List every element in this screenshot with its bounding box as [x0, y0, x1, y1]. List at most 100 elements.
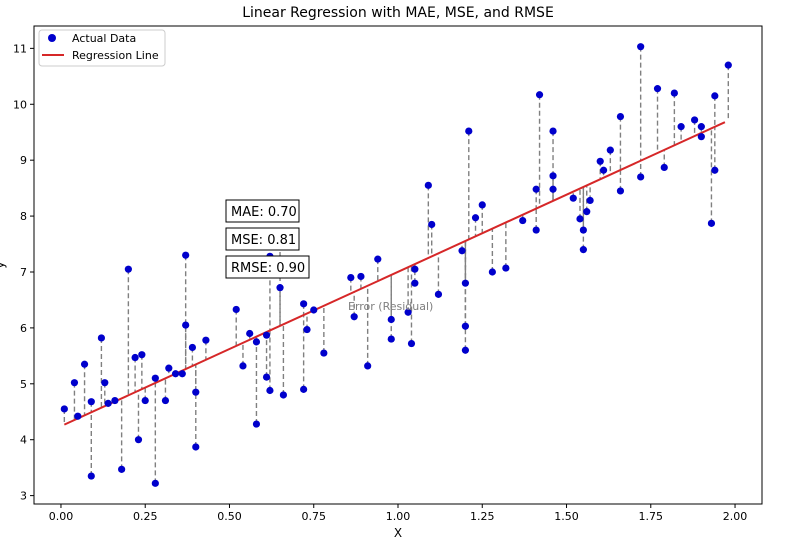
data-point	[670, 89, 678, 97]
metrics-boxes: MAE: 0.70 MSE: 0.81 RMSE: 0.90	[225, 199, 310, 279]
data-point	[637, 173, 645, 181]
data-point	[660, 163, 668, 172]
data-point	[576, 215, 584, 223]
x-tick-label: 0.75	[301, 510, 326, 523]
data-point	[141, 396, 149, 405]
data-point	[131, 353, 139, 362]
y-tick-label: 11	[13, 42, 27, 55]
data-point	[465, 127, 473, 135]
data-point	[188, 343, 197, 352]
data-point	[579, 226, 587, 234]
data-point	[697, 123, 705, 131]
chart-title: Linear Regression with MAE, MSE, and RMS…	[242, 5, 554, 21]
data-point	[387, 315, 395, 324]
data-point	[178, 370, 186, 378]
data-point	[252, 338, 261, 346]
data-point	[124, 265, 132, 273]
data-point	[519, 216, 527, 225]
data-point	[151, 374, 159, 382]
y-tick-label: 9	[20, 154, 27, 167]
data-point	[232, 305, 240, 314]
mse-box	[225, 227, 300, 251]
data-point	[347, 273, 355, 282]
data-point	[461, 322, 470, 330]
mse-label: MSE: 0.81	[231, 233, 296, 248]
y-tick-label: 3	[20, 490, 27, 503]
x-tick-label: 1.50	[554, 510, 579, 523]
x-axis-label: X	[394, 526, 402, 540]
data-point	[87, 472, 95, 480]
data-point	[424, 181, 432, 189]
y-axis-ticks: 3 4 5 6 7 8 9 10 11	[13, 42, 34, 503]
y-axis-label: y	[0, 261, 7, 268]
data-point	[192, 388, 200, 396]
data-point	[276, 284, 284, 292]
data-point	[461, 279, 470, 287]
legend-label-regression-line: Regression Line	[72, 49, 159, 62]
x-axis-ticks: 0.00 0.25 0.50 0.75 1.00 1.25 1.50 1.75 2.00	[49, 504, 747, 523]
rmse-label: RMSE: 0.90	[231, 261, 305, 276]
legend-label-actual-data: Actual Data	[72, 32, 136, 45]
x-tick-label: 1.25	[470, 510, 495, 523]
data-point	[182, 321, 190, 329]
data-point	[60, 405, 68, 413]
x-tick-label: 0.50	[217, 510, 242, 523]
data-point	[411, 279, 419, 287]
mae-box	[225, 199, 300, 223]
legend: Actual Data Regression Line	[38, 29, 166, 67]
data-point	[583, 208, 591, 216]
data-point	[724, 61, 732, 69]
data-point	[616, 187, 625, 195]
data-point	[74, 412, 82, 420]
data-point	[161, 396, 170, 405]
data-point	[549, 185, 557, 193]
data-point	[262, 331, 271, 339]
data-point	[404, 308, 412, 316]
data-point	[111, 396, 119, 405]
data-point	[134, 436, 143, 444]
data-point	[488, 268, 496, 276]
y-tick-label: 10	[13, 98, 27, 111]
data-point	[310, 306, 318, 314]
data-point	[246, 329, 254, 338]
data-point	[711, 166, 719, 174]
residual-annotation: Error (Residual)	[348, 300, 433, 313]
rmse-box	[225, 255, 310, 279]
data-point	[677, 123, 685, 131]
x-tick-label: 1.75	[639, 510, 664, 523]
data-point	[637, 43, 645, 51]
data-point	[478, 201, 486, 209]
x-tick-label: 1.00	[386, 510, 411, 523]
data-point	[118, 465, 126, 473]
data-point	[549, 172, 557, 180]
data-point	[407, 339, 416, 348]
data-point	[532, 226, 540, 234]
data-point	[165, 364, 173, 372]
legend-box	[38, 29, 166, 67]
data-point	[596, 157, 604, 165]
data-point	[320, 349, 328, 357]
data-point	[458, 247, 466, 255]
data-point	[411, 265, 419, 273]
data-point	[252, 420, 261, 428]
y-tick-label: 5	[20, 378, 27, 391]
data-point	[690, 116, 699, 124]
data-point	[569, 194, 577, 202]
y-tick-label: 8	[20, 210, 27, 223]
y-tick-label: 4	[20, 434, 27, 447]
data-point	[364, 362, 372, 370]
data-point	[532, 185, 540, 193]
data-point	[266, 386, 274, 395]
data-point	[97, 334, 106, 342]
data-point	[549, 127, 557, 135]
data-point	[357, 272, 365, 281]
data-point	[101, 379, 109, 387]
data-point	[616, 112, 625, 121]
data-point	[434, 290, 443, 298]
data-point	[70, 379, 79, 387]
data-points	[60, 43, 732, 487]
x-tick-label: 0.25	[133, 510, 158, 523]
data-point	[697, 133, 705, 141]
data-point	[262, 373, 271, 381]
